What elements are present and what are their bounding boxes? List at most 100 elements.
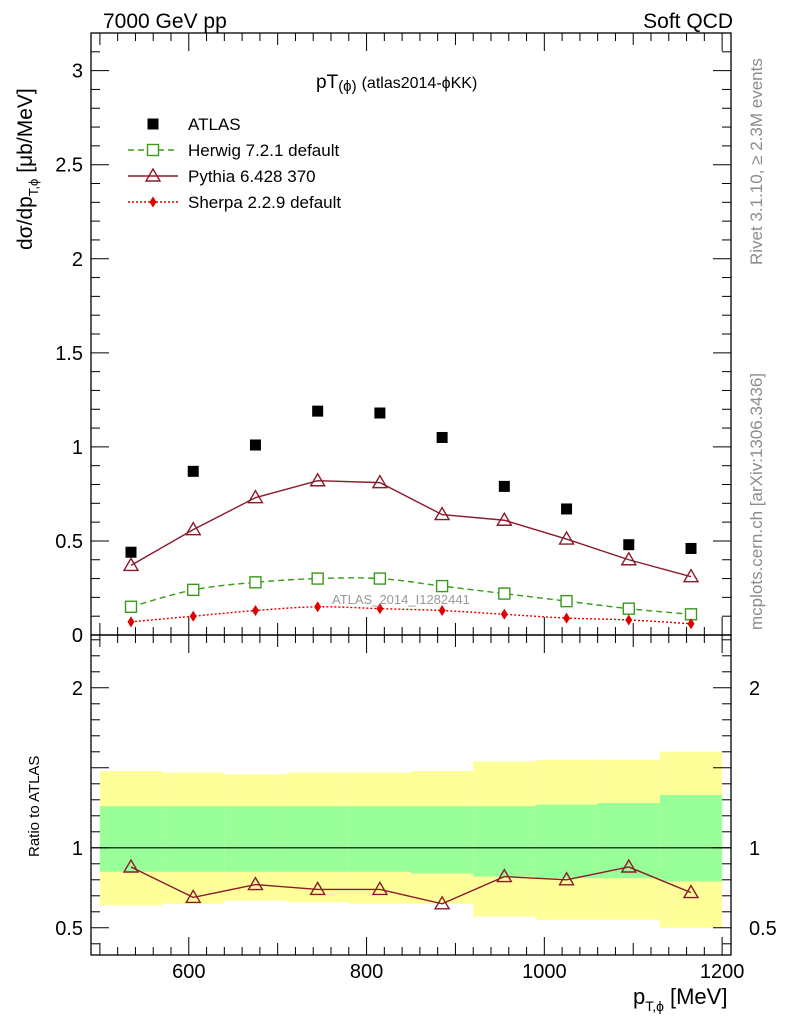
legend-label-sherpa: Sherpa 2.2.9 default	[188, 193, 341, 212]
pythia-data-point	[371, 474, 389, 489]
main-y-axis-title-sub: T,ϕ	[26, 179, 41, 196]
pythia-data-point	[620, 551, 637, 566]
mcplots-reference-label: mcplots.cern.ch [arXiv:1306.3436]	[747, 373, 766, 630]
inner-band-bin	[473, 806, 536, 877]
main-y-tick-label: 0.5	[55, 531, 83, 553]
atlas-data-point	[187, 465, 199, 477]
herwig-data-point	[187, 583, 200, 597]
main-plot-frame	[90, 32, 732, 636]
legend-label-atlas: ATLAS	[188, 115, 241, 134]
pythia-data-point	[682, 568, 700, 583]
axis-tick-labels: 0 0.5 1 1.5 2 2.5 3 0.5 0.5 1 1 2 2 600 800 1000 1200	[55, 61, 777, 983]
plot-title-main: pT	[316, 72, 339, 93]
analysis-watermark: ATLAS_2014_I1282441	[332, 592, 470, 607]
pythia-data-point	[185, 521, 202, 536]
atlas-data-point	[685, 542, 697, 554]
x-axis-title-unit: [MeV]	[670, 984, 727, 1009]
inner-band-bin	[162, 806, 225, 872]
main-y-tick-label: 3	[72, 61, 83, 83]
pythia-ratio-point	[309, 881, 326, 896]
herwig-data-point	[622, 602, 635, 615]
atlas-data-point	[436, 431, 448, 443]
legend-entry-atlas: ATLAS	[147, 115, 241, 134]
atlas-data-point	[125, 546, 137, 558]
legend-label-pythia: Pythia 6.428 370	[188, 167, 316, 186]
pythia-data-point	[496, 511, 513, 526]
legend-marker-atlas	[147, 118, 159, 130]
sherpa-data-point	[563, 612, 571, 624]
sherpa-data-point	[687, 618, 695, 630]
main-y-axis-title: dσ/dpT,ϕ [μb/MeV]	[14, 88, 41, 250]
pythia-data-point	[247, 489, 264, 504]
pythia-data-point	[558, 530, 575, 545]
main-y-tick-label: 1.5	[55, 343, 83, 365]
atlas-data-point	[561, 503, 573, 515]
atlas-data-point	[249, 439, 261, 451]
pythia-ratio-point	[185, 889, 202, 904]
sherpa-data-point	[251, 605, 259, 617]
sherpa-data-point	[189, 610, 197, 622]
x-axis-title: pT,ϕ [MeV]	[633, 984, 727, 1014]
atlas-data-point	[498, 480, 510, 492]
x-axis-title-sub: T,ϕ	[645, 998, 664, 1014]
inner-band-bin	[286, 806, 349, 872]
herwig-data-point	[311, 572, 324, 585]
x-axis-title-main: p	[633, 984, 645, 1009]
x-tick-label: 600	[172, 961, 205, 983]
ratio-plot-frame	[90, 634, 732, 956]
sherpa-series-line	[130, 606, 692, 625]
main-series-group	[122, 405, 700, 630]
ratio-y-tick-label: 1	[72, 838, 83, 860]
ratio-y-tick-label: 0.5	[55, 918, 83, 940]
herwig-data-point	[684, 608, 698, 621]
main-y-axis-title-unit: [μb/MeV]	[14, 88, 37, 172]
legend-marker-sherpa	[149, 196, 157, 208]
atlas-data-point	[623, 539, 635, 551]
herwig-data-point	[249, 576, 262, 589]
ratio-y-tick-label-right: 0.5	[749, 918, 777, 940]
rivet-version-label: Rivet 3.1.10, ≥ 2.3M events	[747, 58, 766, 265]
pythia-ratio-line	[130, 866, 692, 905]
sherpa-data-point	[500, 608, 508, 620]
pythia-data-point	[309, 472, 326, 487]
ratio-series-group	[122, 858, 700, 910]
inner-band-bin	[535, 804, 598, 879]
plot-title-note: (atlas2014-ϕKK)	[362, 75, 478, 92]
x-tick-label: 800	[350, 961, 383, 983]
sherpa-data-point	[127, 616, 135, 628]
legend: ATLAS Herwig 7.2.1 default Pythia 6.428 37…	[128, 115, 341, 212]
herwig-data-point	[435, 579, 449, 593]
atlas-data-point	[312, 405, 324, 417]
beam-energy-label: 7000 GeV pp	[103, 10, 227, 33]
pythia-ratio-point	[433, 895, 451, 910]
ratio-uncertainty-bands	[91, 751, 731, 928]
pythia-ratio-point	[620, 858, 637, 873]
pythia-data-point	[122, 557, 140, 572]
main-y-tick-label: 0	[72, 625, 83, 647]
legend-entry-herwig: Herwig 7.2.1 default	[128, 141, 339, 160]
inner-band-bin	[348, 806, 411, 872]
process-label: Soft QCD	[643, 10, 733, 33]
sherpa-data-point	[438, 605, 446, 617]
legend-marker-pythia	[144, 167, 162, 182]
herwig-data-point	[373, 572, 387, 585]
inner-band-bin	[411, 806, 474, 874]
inner-band-bin	[224, 806, 287, 872]
x-tick-label: 1000	[522, 961, 567, 983]
pythia-ratio-point	[682, 884, 700, 899]
main-y-axis-title-main: dσ/dp	[14, 196, 37, 250]
atlas-data-point	[374, 407, 386, 419]
pythia-ratio-point	[247, 876, 264, 891]
inner-band-bin	[659, 795, 723, 882]
sherpa-data-point	[625, 614, 633, 626]
legend-label-herwig: Herwig 7.2.1 default	[188, 141, 339, 160]
pythia-ratio-point	[558, 871, 575, 886]
main-y-tick-label: 1	[72, 437, 83, 459]
plot-title-sub: (ϕ)	[338, 78, 356, 95]
x-tick-label: 1200	[700, 961, 745, 983]
legend-entry-sherpa: Sherpa 2.2.9 default	[128, 193, 341, 212]
pythia-ratio-point	[371, 881, 389, 896]
ratio-y-tick-label: 2	[72, 678, 83, 700]
axis-ticks	[91, 32, 731, 955]
legend-entry-pythia: Pythia 6.428 370	[128, 167, 316, 186]
